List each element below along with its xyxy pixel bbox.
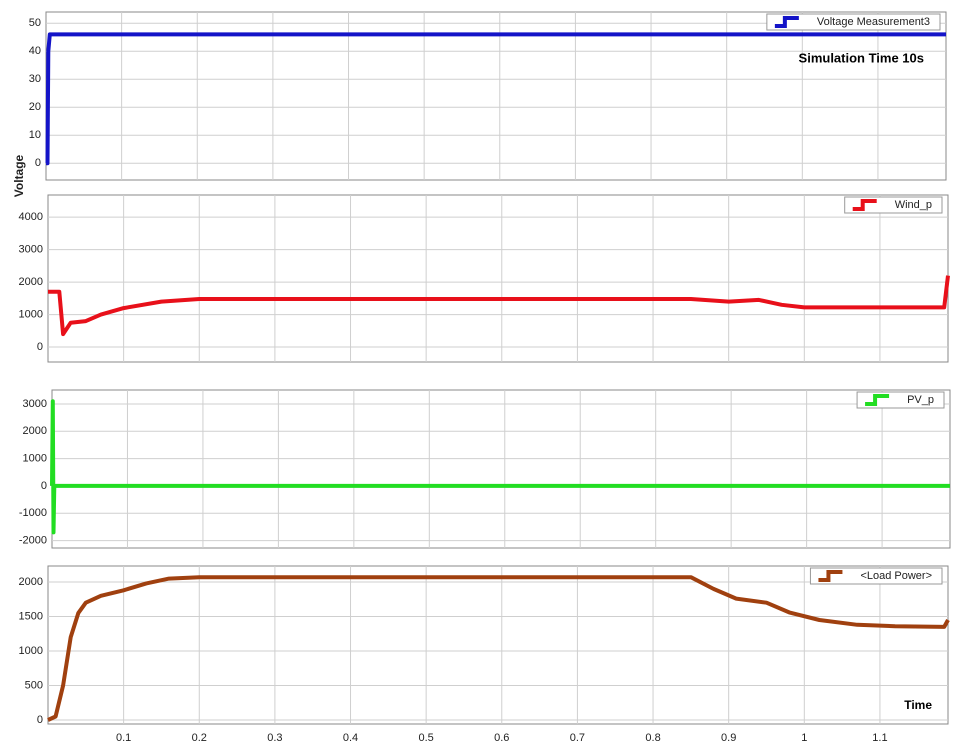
y-tick-label: 40 <box>29 45 41 57</box>
y-tick-label: 0 <box>41 480 47 492</box>
x-tick-label: 0.2 <box>192 732 207 744</box>
x-axis-label: Time <box>904 698 932 712</box>
legend: Wind_p <box>844 196 943 214</box>
y-tick-label: -2000 <box>19 535 47 547</box>
y-tick-label: 2000 <box>19 276 43 288</box>
y-tick-label: 0 <box>35 157 41 169</box>
legend-label: <Load Power> <box>860 570 932 582</box>
legend-label: Wind_p <box>895 199 932 211</box>
y-tick-label: 2000 <box>19 576 43 588</box>
y-tick-label: 3000 <box>19 243 43 255</box>
y-tick-label: 0 <box>37 714 43 726</box>
y-tick-label: 20 <box>29 101 41 113</box>
y-tick-label: 1000 <box>19 645 43 657</box>
legend: <Load Power> <box>809 567 943 585</box>
y-tick-label: 50 <box>29 17 41 29</box>
y-tick-label: -1000 <box>19 507 47 519</box>
legend-swatch <box>774 16 799 28</box>
plot-area <box>47 194 949 363</box>
data-line <box>45 32 946 166</box>
plot-area <box>47 565 949 725</box>
legend-swatch <box>865 394 890 406</box>
x-tick-label: 0.3 <box>267 732 282 744</box>
legend-swatch <box>818 570 843 582</box>
y-tick-label: 2000 <box>23 425 47 437</box>
y-tick-label: 10 <box>29 129 41 141</box>
data-line <box>50 399 950 535</box>
data-line <box>47 575 950 722</box>
legend-box <box>809 567 943 585</box>
x-tick-label: 0.8 <box>645 732 660 744</box>
x-tick-label: 1.1 <box>872 732 887 744</box>
y-tick-label: 1000 <box>19 308 43 320</box>
y-tick-label: 500 <box>25 679 43 691</box>
annotation: Simulation Time 10s <box>799 50 924 65</box>
y-axis-label: Voltage <box>12 154 26 197</box>
legend: PV_p <box>856 391 945 409</box>
y-tick-label: 1500 <box>19 610 43 622</box>
x-tick-label: 0.5 <box>419 732 434 744</box>
x-tick-label: 0.7 <box>570 732 585 744</box>
y-tick-label: 30 <box>29 73 41 85</box>
x-tick-label: 0.1 <box>116 732 131 744</box>
legend-label: PV_p <box>907 394 934 406</box>
x-tick-label: 0.9 <box>721 732 736 744</box>
y-tick-label: 0 <box>37 341 43 353</box>
x-tick-label: 0.6 <box>494 732 509 744</box>
y-tick-label: 4000 <box>19 211 43 223</box>
data-line <box>48 275 950 337</box>
legend-label: Voltage Measurement3 <box>817 16 930 28</box>
y-tick-label: 3000 <box>23 398 47 410</box>
plot-area <box>51 389 951 549</box>
legend-box <box>766 13 941 31</box>
legend: Voltage Measurement3 <box>766 13 941 31</box>
x-tick-label: 0.4 <box>343 732 358 744</box>
plot-area <box>45 11 947 181</box>
y-tick-label: 1000 <box>23 453 47 465</box>
x-tick-label: 1 <box>801 732 807 744</box>
legend-swatch <box>852 199 877 211</box>
